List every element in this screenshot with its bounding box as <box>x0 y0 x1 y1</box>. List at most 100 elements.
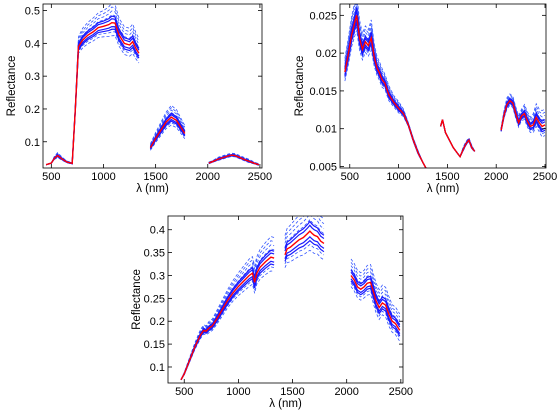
series-dashed-line <box>208 156 259 166</box>
series-solid-line <box>500 97 546 130</box>
x-axis-label: λ (nm) <box>427 183 460 195</box>
y-tick-label: 0.4 <box>150 225 165 237</box>
series-dashed-line <box>46 31 140 166</box>
plot-area <box>45 4 260 166</box>
series-solid-line <box>45 28 140 166</box>
series-solid-line <box>350 280 401 337</box>
series-dashed-line <box>46 6 140 166</box>
series-solid-line <box>149 114 186 148</box>
series-dashed-line <box>46 35 140 166</box>
series-dashed-line <box>180 236 275 380</box>
series-dashed-line <box>284 216 325 240</box>
series-solid-line <box>45 26 140 166</box>
series-dashed-line <box>440 119 476 158</box>
series-dashed-line <box>500 104 546 138</box>
y-tick-label: 0.3 <box>150 270 165 282</box>
chart-bottom: 500 1000 1500 2000 2500 0.1 0.15 0.2 0.25 0.3 0.35… <box>131 215 413 410</box>
chart-top-left: 500 1000 1500 2000 2500 0.1 0.2 0.3 0.4 0.5 λ (nm)… <box>6 3 272 195</box>
series-solid-line <box>284 236 325 259</box>
series-dashed-line <box>344 25 427 168</box>
series-solid-line <box>180 249 275 381</box>
x-axis-label: λ (nm) <box>269 398 302 410</box>
series-dashed-line <box>284 249 325 268</box>
series-mean-line <box>344 15 427 168</box>
series-dashed-line <box>344 30 427 168</box>
x-tick-label: 500 <box>175 386 193 398</box>
series-dashed-line <box>150 109 186 146</box>
series-mean-line <box>180 256 275 381</box>
x-tick-label: 2500 <box>533 171 557 183</box>
x-tick-label: 2000 <box>484 171 508 183</box>
series-solid-line <box>284 239 325 262</box>
series-solid-line <box>45 18 140 166</box>
series-mean-line <box>500 99 546 131</box>
x-tick-label: 1000 <box>91 171 115 183</box>
series-solid-line <box>439 119 476 158</box>
y-axis-label: Reflectance <box>294 56 306 117</box>
series-solid-line <box>350 278 401 334</box>
series-solid-line <box>180 263 275 381</box>
series-solid-line <box>344 19 427 168</box>
y-tick-label: 0.25 <box>144 293 165 305</box>
axes-box <box>167 215 404 384</box>
y-tick-label: 0.005 <box>309 161 337 173</box>
series-dashed-line <box>350 258 401 315</box>
series-dashed-line <box>180 244 275 380</box>
series-dashed-line <box>180 240 275 380</box>
series-dashed-line <box>180 266 275 381</box>
chart-top-right: 500 1000 1500 2000 2500 0.005 0.01 0.015 0.02 0.0… <box>294 3 557 195</box>
x-tick-label: 2500 <box>248 171 272 183</box>
y-tick-label: 0.025 <box>309 10 337 22</box>
y-axis-label: Reflectance <box>6 56 18 117</box>
axes-box <box>42 3 263 169</box>
series-dashed-line <box>150 104 186 144</box>
plot-area <box>180 216 401 381</box>
series-dashed-line <box>350 282 401 339</box>
series-dashed-line <box>440 119 476 158</box>
series-solid-line <box>439 119 476 158</box>
series-dashed-line <box>440 119 476 158</box>
series-mean-line <box>284 230 325 256</box>
series-dashed-line <box>350 262 401 318</box>
x-tick-label: 2500 <box>389 386 413 398</box>
x-tick-label: 1000 <box>386 171 410 183</box>
x-tick-label: 1500 <box>435 171 459 183</box>
series-dashed-line <box>180 248 275 380</box>
y-tick-label: 0.3 <box>25 71 40 83</box>
y-tick-label: 0.4 <box>25 38 40 50</box>
axes-box <box>339 3 547 169</box>
series-dashed-line <box>350 265 401 321</box>
series-mean-line <box>149 116 186 149</box>
series-solid-line <box>439 119 476 158</box>
series-solid-line <box>149 112 186 147</box>
y-tick-label: 0.35 <box>144 248 165 260</box>
plot-area <box>344 4 546 168</box>
x-tick-label: 1000 <box>226 386 250 398</box>
y-tick-label: 0.1 <box>25 137 40 149</box>
series-solid-line <box>180 252 275 381</box>
series-dashed-line <box>46 10 140 166</box>
series-mean-line <box>439 119 476 159</box>
series-dashed-line <box>284 218 325 248</box>
series-solid-line <box>344 22 427 168</box>
series-mean-line <box>208 154 260 166</box>
y-axis-label: Reflectance <box>131 269 143 330</box>
y-tick-label: 0.02 <box>316 48 337 60</box>
series-solid-line <box>284 220 325 249</box>
y-tick-label: 0.15 <box>144 339 165 351</box>
series-solid-line <box>149 120 186 150</box>
series-solid-line <box>500 102 546 133</box>
series-solid-line <box>284 224 325 252</box>
y-tick-label: 0.2 <box>150 316 165 328</box>
series-solid-line <box>180 260 275 381</box>
series-dashed-line <box>284 216 325 244</box>
series-dashed-line <box>440 119 475 158</box>
x-axis-label: λ (nm) <box>136 183 169 195</box>
series-dashed-line <box>284 244 325 265</box>
series-dashed-line <box>440 119 476 158</box>
series-dashed-line <box>284 216 325 236</box>
series-dashed-line <box>500 96 546 129</box>
x-tick-label: 1500 <box>280 386 304 398</box>
y-tick-label: 0.01 <box>316 124 337 136</box>
series-dashed-line <box>344 4 427 168</box>
